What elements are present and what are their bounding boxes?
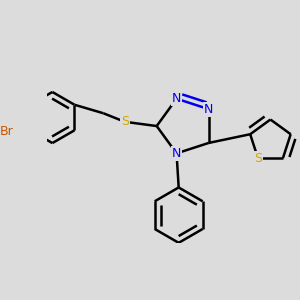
Text: N: N (172, 147, 181, 160)
Text: S: S (254, 152, 262, 164)
Text: N: N (172, 92, 181, 105)
Text: S: S (121, 115, 129, 128)
Text: Br: Br (0, 125, 14, 138)
Text: N: N (204, 103, 213, 116)
